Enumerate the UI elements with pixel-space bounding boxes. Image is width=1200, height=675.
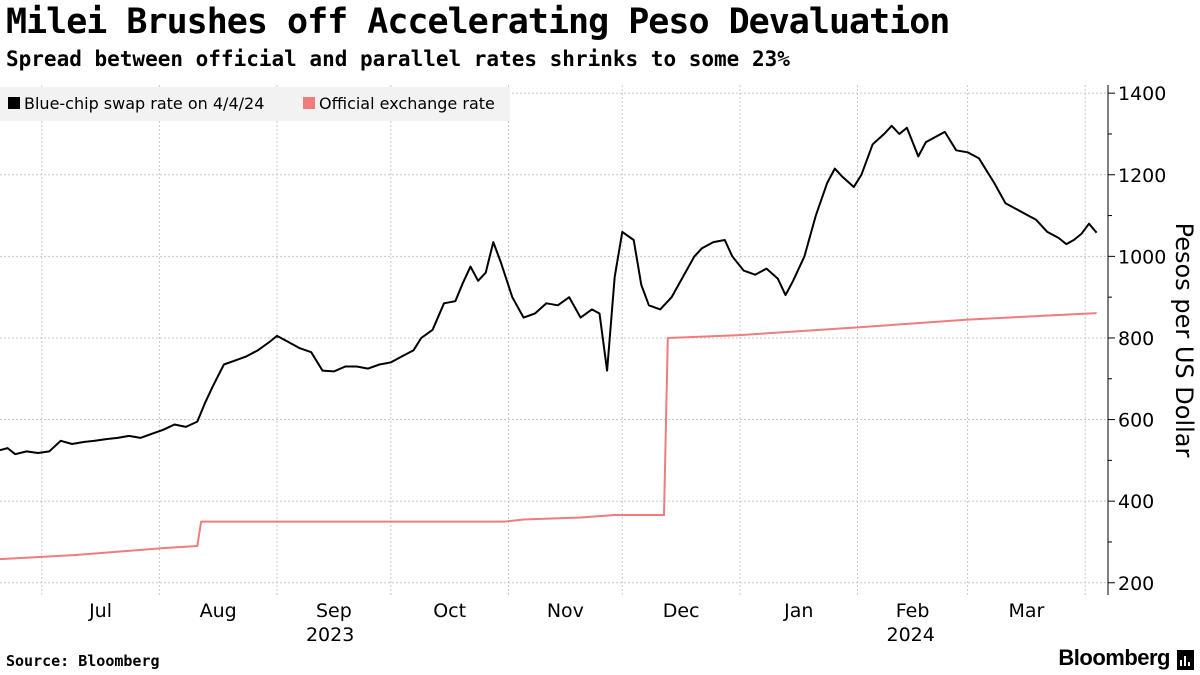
axes: 200 400 600 800 1000 1200 1400 Pesos per US Dol…	[88, 83, 1198, 646]
y-tick-label: 200	[1118, 573, 1154, 595]
y-tick-label: 400	[1118, 491, 1154, 513]
x-tick-label: Jan	[783, 600, 813, 622]
chart-subtitle: Spread between official and parallel rat…	[6, 47, 790, 71]
legend-swatch	[303, 97, 315, 109]
y-tick-label: 1000	[1118, 246, 1166, 268]
legend-swatch	[8, 97, 20, 109]
series-layer	[0, 124, 1098, 561]
y-tick-label: 1400	[1118, 83, 1166, 105]
legend-background	[0, 87, 510, 121]
legend-label: Blue-chip swap rate on 4/4/24	[24, 94, 264, 113]
source-note: Source: Bloomberg	[6, 652, 160, 670]
x-year-label: 2024	[887, 624, 935, 646]
y-axis-label: Pesos per US Dollar	[1170, 223, 1198, 458]
y-tick-label: 800	[1118, 328, 1154, 350]
x-tick-label: Sep	[316, 600, 352, 622]
x-tick-label: Aug	[200, 600, 237, 622]
x-tick-label: Oct	[433, 600, 466, 622]
x-tick-label: Nov	[547, 600, 584, 622]
chart-title: Milei Brushes off Accelerating Peso Deva…	[6, 2, 950, 42]
x-year-label: 2023	[306, 624, 354, 646]
x-tick-label: Jul	[88, 600, 112, 622]
x-tick-label: Mar	[1008, 600, 1044, 622]
bloomberg-terminal-icon	[1177, 650, 1194, 670]
bloomberg-logo: Bloomberg	[1058, 645, 1170, 670]
y-tick-label: 600	[1118, 410, 1154, 432]
legend-label: Official exchange rate	[319, 94, 495, 113]
series-line-blue-chip-swap	[0, 124, 1098, 456]
legend: Blue-chip swap rate on 4/4/24 Official ex…	[0, 87, 510, 121]
x-tick-label: Feb	[896, 600, 930, 622]
series-line-official-rate	[0, 312, 1097, 561]
y-tick-label: 1200	[1118, 165, 1166, 187]
x-tick-label: Dec	[663, 600, 700, 622]
